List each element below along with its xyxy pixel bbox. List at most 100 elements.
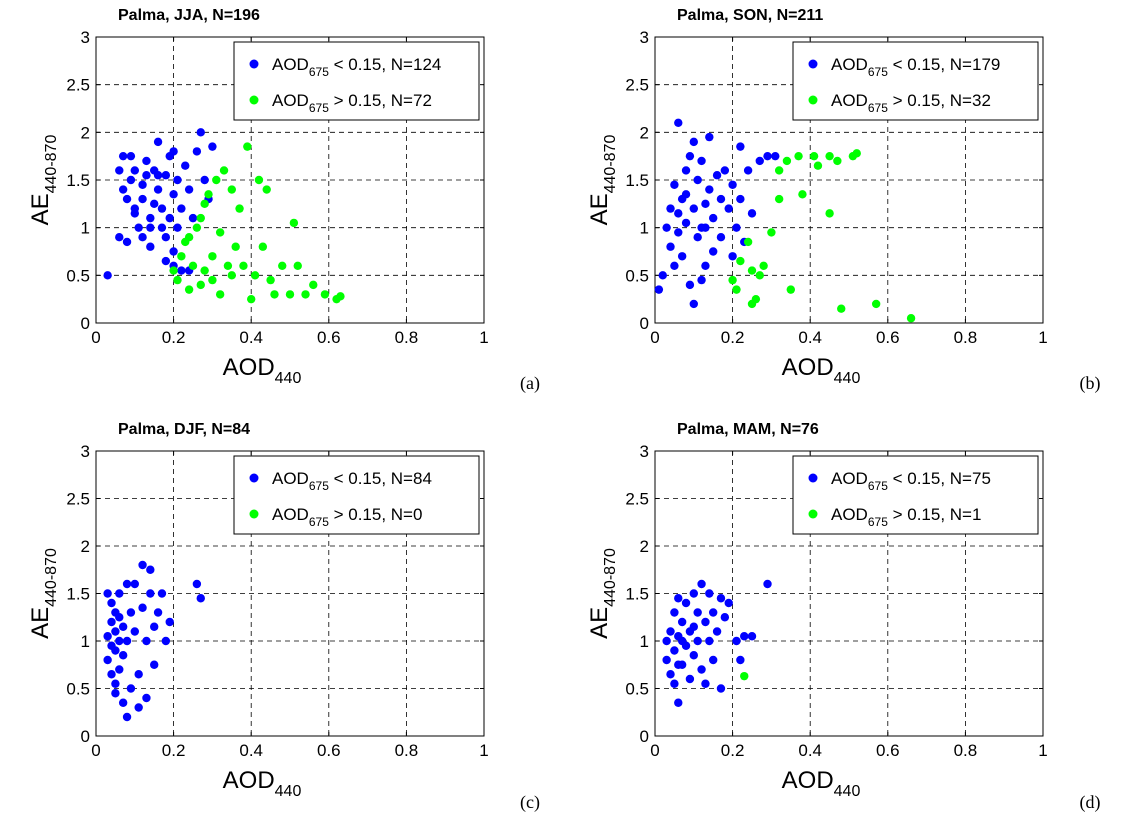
- data-point: [165, 213, 174, 223]
- data-point: [254, 175, 264, 185]
- data-point: [833, 156, 842, 166]
- data-point: [289, 218, 299, 228]
- y-tick-label: 1.5: [625, 585, 649, 604]
- y-axis-label-sub: 440-870: [43, 548, 60, 607]
- y-tick-label: 2: [640, 123, 649, 142]
- x-tick-label: 1: [479, 328, 488, 347]
- data-point: [674, 698, 683, 707]
- data-point: [736, 142, 745, 151]
- y-tick-label: 3: [81, 442, 90, 461]
- data-point: [720, 613, 730, 622]
- x-tick-label: 0.6: [876, 328, 900, 347]
- data-point: [662, 223, 671, 232]
- data-point: [701, 617, 710, 627]
- data-point: [670, 180, 679, 189]
- legend-entry: AOD675 < 0.15, N=124: [272, 55, 441, 79]
- y-tick-label: 2.5: [66, 490, 90, 509]
- legend-entry: AOD675 < 0.15, N=75: [831, 469, 991, 493]
- data-point: [184, 185, 194, 194]
- legend-entry-main: AOD: [831, 91, 868, 110]
- legend-entry-main: AOD: [272, 91, 309, 110]
- data-point: [681, 190, 691, 199]
- data-point: [747, 632, 757, 641]
- data-point: [122, 636, 132, 646]
- panel-a: Palma, JJA, N=196 0 0.2 0.4 0.6 0.8 1 0 0.5 1 1.5 2…: [27, 7, 540, 394]
- data-point: [293, 261, 302, 270]
- data-point: [146, 242, 155, 251]
- data-point: [701, 679, 710, 688]
- data-point: [231, 242, 240, 251]
- legend-entry-rest: < 0.15, N=179: [888, 55, 1000, 74]
- data-point: [677, 636, 687, 646]
- legend-entry-sub: 675: [868, 479, 888, 493]
- data-point: [782, 156, 792, 166]
- x-axis-label-main: AOD: [223, 354, 275, 381]
- legend-marker: [808, 509, 818, 519]
- legend-entry-rest: > 0.15, N=72: [329, 91, 432, 110]
- data-point: [674, 118, 683, 128]
- data-point: [161, 636, 171, 646]
- data-point: [215, 228, 225, 237]
- data-point: [670, 646, 679, 655]
- y-axis-label-sub: 440-870: [602, 135, 619, 194]
- data-point: [157, 204, 167, 213]
- legend-marker: [808, 95, 818, 105]
- data-point: [705, 636, 714, 646]
- x-tick-label: 0.4: [798, 741, 822, 760]
- data-point: [825, 209, 834, 218]
- legend-box: [792, 455, 1039, 535]
- data-point: [161, 256, 171, 266]
- data-point: [709, 608, 718, 617]
- data-point: [192, 147, 202, 156]
- data-point: [740, 671, 749, 681]
- data-point: [751, 294, 761, 304]
- data-point: [654, 285, 664, 294]
- x-tick-label: 0: [91, 741, 100, 760]
- panel-b: Palma, SON, N=211 0 0.2 0.4 0.6 0.8 1 0 0.5 1 1.5 2…: [586, 7, 1101, 394]
- data-point: [153, 608, 163, 617]
- legend-entry: AOD675 > 0.15, N=0: [272, 505, 422, 529]
- data-point: [674, 594, 683, 603]
- data-point: [759, 261, 768, 270]
- data-point: [705, 185, 714, 194]
- y-axis-label-main: AE: [586, 607, 613, 639]
- y-tick-label: 0: [640, 727, 649, 746]
- data-point: [239, 261, 248, 270]
- y-tick-label: 0: [640, 314, 649, 333]
- legend-marker: [249, 509, 259, 519]
- data-point: [747, 266, 757, 275]
- data-point: [118, 151, 128, 161]
- data-point: [138, 180, 147, 189]
- data-point: [697, 579, 706, 589]
- y-tick-label: 0.5: [625, 266, 649, 285]
- data-point: [709, 213, 718, 223]
- x-tick-label: 1: [479, 741, 488, 760]
- x-tick-label: 0.8: [954, 741, 978, 760]
- data-point: [247, 294, 256, 304]
- data-point: [320, 290, 330, 299]
- data-point: [728, 252, 737, 261]
- y-axis-label-main: AE: [27, 193, 54, 225]
- panel-letter: (c): [520, 792, 540, 813]
- data-point: [161, 171, 171, 180]
- data-point: [118, 698, 128, 707]
- data-point: [701, 199, 710, 209]
- data-point: [126, 608, 136, 617]
- data-point: [122, 579, 132, 589]
- data-point: [732, 285, 741, 294]
- y-tick-label: 0: [81, 314, 90, 333]
- data-point: [763, 579, 772, 589]
- data-point: [736, 194, 745, 204]
- x-axis-label: AOD440: [782, 767, 861, 800]
- x-axis-label-sub: 440: [834, 783, 861, 800]
- y-tick-label: 0.5: [66, 266, 90, 285]
- data-point: [697, 275, 706, 285]
- y-tick-label: 1: [81, 632, 90, 651]
- y-tick-label: 2: [640, 537, 649, 556]
- x-axis-label-sub: 440: [275, 783, 302, 800]
- data-point: [681, 218, 691, 228]
- x-tick-label: 0.6: [317, 741, 341, 760]
- panel-d: Palma, MAM, N=76 0 0.2 0.4 0.6 0.8 1 0 0.5 1 1.5 2 2…: [586, 421, 1101, 813]
